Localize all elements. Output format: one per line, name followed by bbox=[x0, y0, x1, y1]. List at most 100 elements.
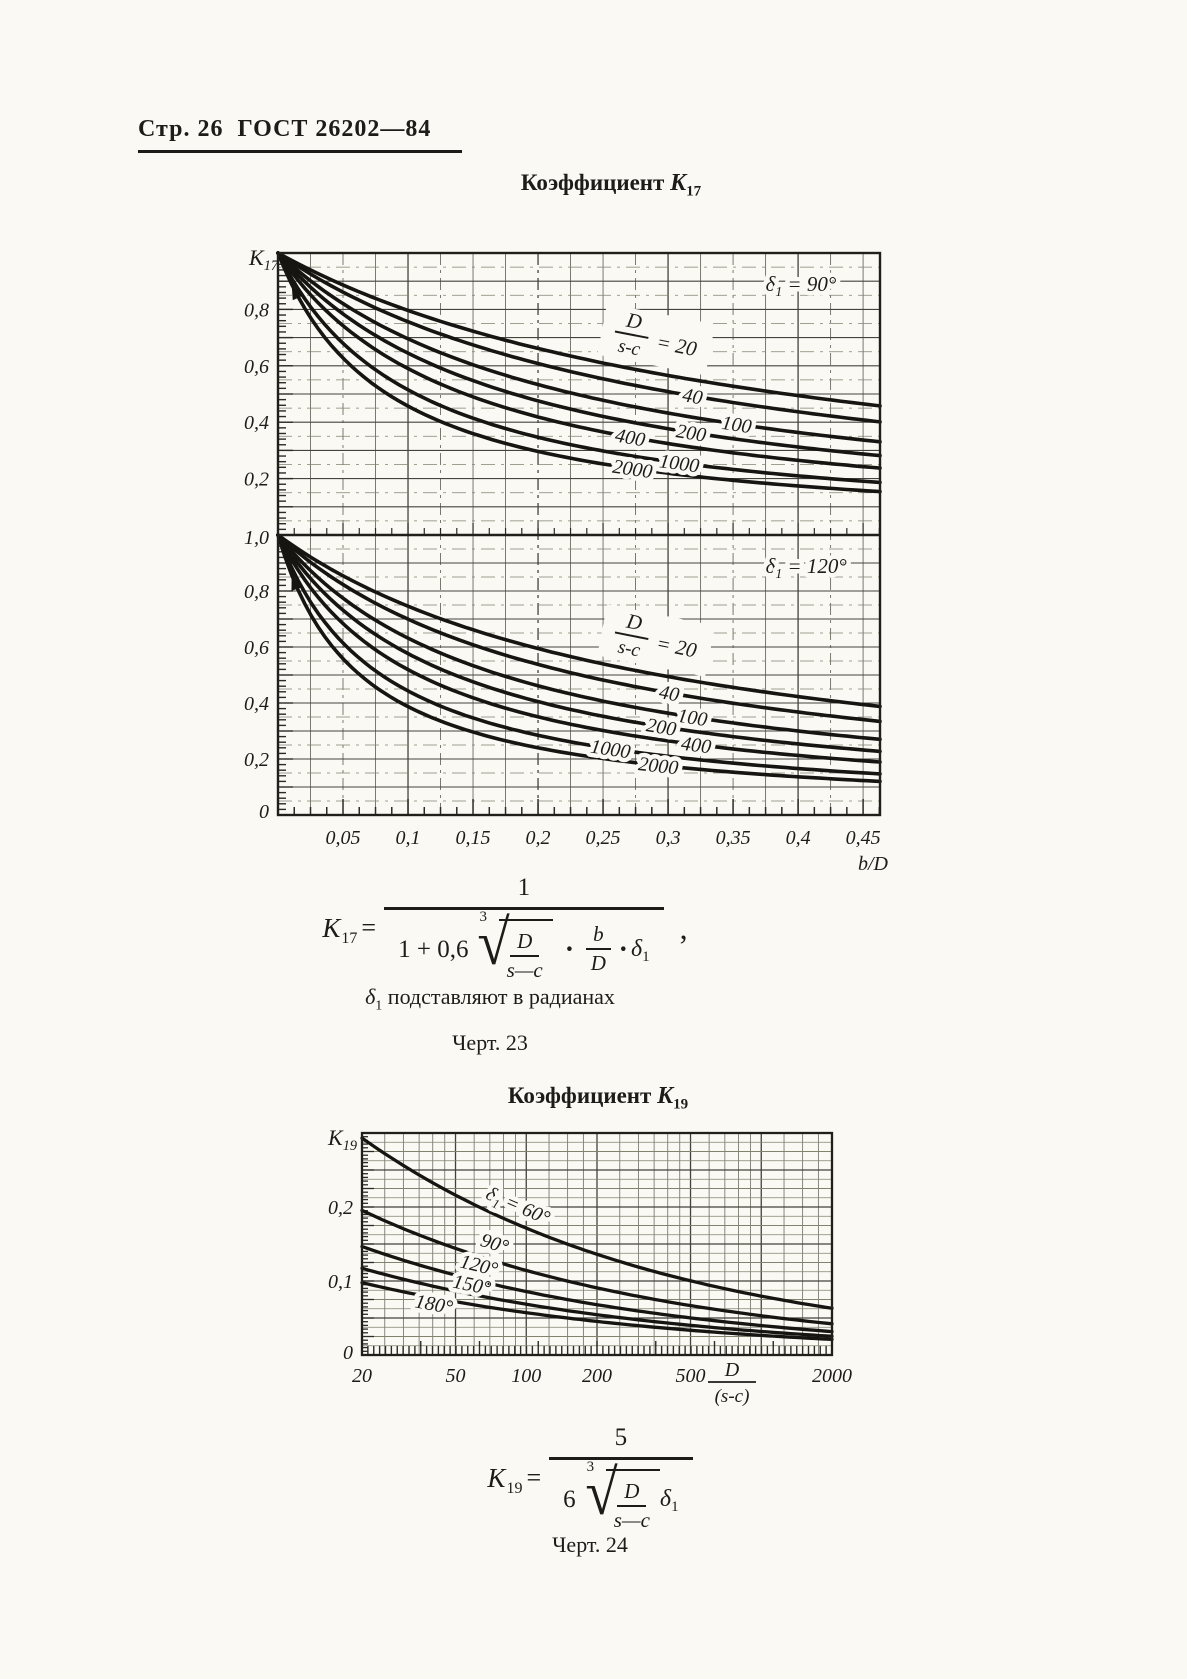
curve-20 bbox=[276, 533, 882, 709]
series-label-40: 40 bbox=[657, 681, 681, 706]
curve-1000 bbox=[276, 251, 882, 485]
y-tick-label: 0,8 bbox=[244, 581, 269, 603]
multiply-dot-2: · bbox=[618, 933, 628, 965]
radicand-2: D s—c bbox=[605, 1468, 660, 1532]
k19-den-prefix: 6 bbox=[563, 1485, 576, 1513]
curve-2000 bbox=[276, 533, 882, 784]
bd-num: b bbox=[586, 923, 611, 950]
tick-comb bbox=[278, 257, 881, 815]
y-tick-label: 0,2 bbox=[244, 749, 269, 771]
d-over-sc-fraction: D s—c bbox=[506, 929, 543, 982]
y-tick-label: 0 bbox=[259, 801, 269, 823]
radicand2-den: s—c bbox=[613, 1507, 650, 1532]
x-tick-label: 0,25 bbox=[586, 827, 621, 849]
y-tick-label: 0,6 bbox=[244, 637, 269, 659]
series-label-100: 100 bbox=[676, 705, 709, 731]
x-tick-label: 20 bbox=[352, 1365, 372, 1387]
section2-symbol: K bbox=[657, 1083, 674, 1109]
multiply-dot: · bbox=[564, 933, 575, 965]
k19-equals: = bbox=[526, 1463, 542, 1492]
section1-symbol: K bbox=[670, 170, 687, 196]
delta-sub-2: 1 bbox=[671, 1499, 679, 1515]
x-tick-label: 500 bbox=[676, 1365, 706, 1387]
curves bbox=[360, 1136, 834, 1342]
series-label-20: Ds-c = 20 bbox=[597, 303, 716, 376]
formula-comma: , bbox=[679, 909, 688, 946]
figure24-caption: Черт. 24 bbox=[552, 1532, 628, 1557]
x-tick-label: 0,3 bbox=[656, 827, 681, 849]
k17-fraction: 1 1 + 0,6 3 √ D s—c · b D bbox=[384, 874, 664, 982]
x-tick-label: 0,1 bbox=[396, 827, 421, 849]
k17-denominator: 1 + 0,6 3 √ D s—c · b D · bbox=[384, 906, 664, 982]
chart-text: (s-c) bbox=[715, 1386, 750, 1407]
curve-400 bbox=[276, 533, 882, 764]
y-tick-label: 0,4 bbox=[244, 693, 269, 715]
curve-90 bbox=[360, 1208, 834, 1326]
y-tick-label: 0,6 bbox=[244, 356, 269, 378]
x-axis-title: D (s-c) bbox=[708, 1355, 756, 1412]
curve-40 bbox=[276, 251, 882, 424]
y-tick-label: 0 bbox=[343, 1342, 353, 1364]
delta-sub: 1 bbox=[642, 949, 650, 965]
k19-chart-figure: δ1 = 60°90°120°150°180° 0,2 0,1 020 50 100 200… bbox=[327, 1125, 852, 1412]
series-label-20: Ds-c = 20 bbox=[597, 604, 716, 677]
curve-400 bbox=[276, 251, 882, 470]
x-tick-label: 0,4 bbox=[786, 827, 811, 849]
radicand-den: s—c bbox=[506, 957, 543, 982]
section-title-k17: Коэффициент K17 bbox=[411, 170, 811, 201]
radians-note: δ1 подставляют в радианах bbox=[280, 984, 700, 1014]
x-tick-label: 0,2 bbox=[526, 827, 551, 849]
k17-formula: K 17 = 1 1 + 0,6 3 √ D s—c · bbox=[262, 868, 748, 988]
k17-numerator: 1 bbox=[517, 873, 531, 901]
x-tick-label: 2000 bbox=[812, 1365, 852, 1387]
curve-100 bbox=[276, 533, 882, 742]
curve-40 bbox=[276, 533, 882, 724]
radicand2-num: D bbox=[617, 1479, 647, 1507]
y-axis-title: K19 bbox=[327, 1125, 357, 1154]
k17-lhs-symbol: K bbox=[322, 912, 341, 943]
panel-delta-label: δ1 = 120° bbox=[766, 554, 848, 581]
x-tick-label: 200 bbox=[582, 1365, 612, 1387]
x-tick-label: 0,15 bbox=[456, 827, 491, 849]
curve-120 bbox=[360, 1244, 834, 1334]
section2-title-text: Коэффициент bbox=[507, 1083, 652, 1108]
series-label-400: 400 bbox=[680, 733, 713, 759]
panel-delta-label: δ1 = 90° bbox=[766, 272, 837, 299]
curves bbox=[276, 251, 882, 494]
x-tick-label: 50 bbox=[446, 1365, 466, 1387]
convergence-arrow bbox=[291, 284, 303, 301]
chart-text: s-c bbox=[616, 336, 642, 361]
radical-sign-2: √ bbox=[585, 1456, 618, 1528]
y-tick-label: 0,4 bbox=[244, 412, 269, 434]
y-axis-title: K17 bbox=[248, 245, 279, 274]
k19-numerator: 5 bbox=[614, 1423, 628, 1451]
bd-den: D bbox=[590, 951, 606, 975]
k19-lhs-symbol: K bbox=[487, 1462, 506, 1493]
grid bbox=[362, 1133, 833, 1355]
curve-2000 bbox=[276, 251, 882, 494]
page-header: Стр. 26 ГОСТ 26202—84 bbox=[138, 116, 431, 143]
k17-lhs-sub: 17 bbox=[341, 929, 358, 947]
x-axis-title: b/D bbox=[858, 853, 889, 875]
series-label-200: 200 bbox=[645, 714, 678, 740]
radical-sign: √ bbox=[477, 906, 511, 978]
standard-number-label: ГОСТ 26202—84 bbox=[237, 116, 432, 142]
section-title-k19: Коэффициент K19 bbox=[398, 1083, 798, 1114]
x-tick-label: 0,45 bbox=[846, 827, 881, 849]
series-label-100: 100 bbox=[720, 412, 753, 438]
root-index: 3 bbox=[479, 908, 487, 925]
radicand-num: D bbox=[510, 929, 540, 957]
cube-root: 3 √ D s—c bbox=[476, 906, 553, 982]
curve-100 bbox=[276, 251, 882, 444]
header-rule bbox=[138, 150, 462, 153]
y-tick-label: 0,2 bbox=[244, 469, 269, 491]
curve-200 bbox=[276, 533, 882, 754]
y-tick-label: 0,2 bbox=[328, 1197, 353, 1219]
section2-symbol-sub: 19 bbox=[673, 1096, 689, 1113]
